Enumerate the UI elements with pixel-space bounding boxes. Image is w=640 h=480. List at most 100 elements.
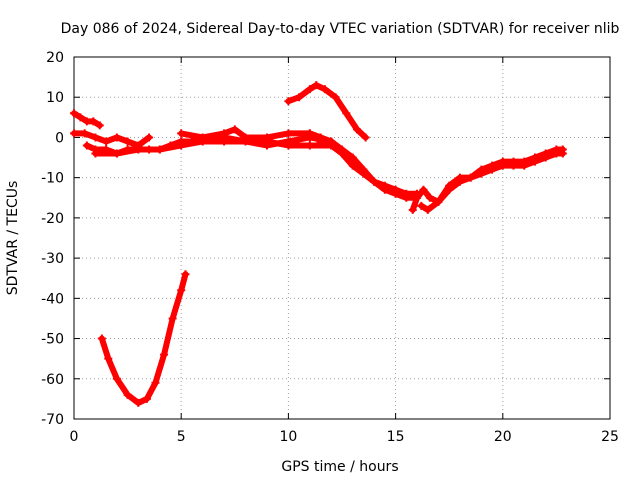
- data-point: [434, 197, 443, 206]
- data-point: [498, 157, 507, 166]
- data-point: [220, 129, 229, 138]
- data-point: [112, 149, 121, 158]
- data-point: [177, 286, 186, 295]
- y-tick-label: -40: [41, 291, 64, 307]
- data-point: [348, 161, 357, 170]
- axis-ticks: 0 5 10 15 20 25 20 10 0 -10 -20 -30 -40 -50 -60 -70: [41, 50, 619, 445]
- data-point: [541, 149, 550, 158]
- y-tick-label: 0: [55, 130, 64, 146]
- data-point: [177, 141, 186, 150]
- x-tick-label: 10: [279, 429, 297, 445]
- data-point: [423, 205, 432, 214]
- data-point: [348, 153, 357, 162]
- x-tick-label: 20: [494, 429, 512, 445]
- data-point: [391, 185, 400, 194]
- data-point: [520, 157, 529, 166]
- series-arc-b: [70, 129, 154, 150]
- series-arc-f: [97, 270, 190, 407]
- data-point: [488, 161, 497, 170]
- series-arc-g: [284, 81, 370, 142]
- y-tick-label: -70: [41, 412, 64, 428]
- data-point: [70, 129, 78, 138]
- data-point: [76, 113, 85, 122]
- series-arc-k: [417, 145, 567, 214]
- data-point: [168, 314, 177, 323]
- data-point: [361, 133, 370, 142]
- y-axis-title: SDTVAR / TECUs: [5, 181, 21, 296]
- y-tick-label: 10: [46, 90, 64, 106]
- series-arc-i: [316, 137, 422, 198]
- data-point: [402, 189, 411, 198]
- data-point: [331, 93, 340, 102]
- data-point: [134, 398, 143, 407]
- data-point: [509, 157, 518, 166]
- plot-frame: [73, 56, 611, 420]
- data-point: [455, 177, 464, 186]
- data-point: [97, 334, 106, 343]
- data-point: [445, 185, 454, 194]
- data-point: [558, 145, 567, 154]
- series-arc-d: [91, 133, 336, 158]
- data-point: [284, 141, 293, 150]
- data-point: [95, 121, 104, 130]
- data-point: [198, 133, 207, 142]
- data-point: [320, 85, 329, 94]
- data-point: [295, 93, 304, 102]
- data-point: [305, 141, 314, 150]
- data-point: [102, 137, 111, 146]
- data-point: [181, 270, 190, 279]
- data-point: [413, 193, 422, 202]
- x-tick-label: 0: [70, 429, 79, 445]
- data-point: [284, 97, 293, 106]
- data-point: [82, 141, 91, 150]
- data-point: [408, 205, 417, 214]
- data-point: [123, 137, 132, 146]
- data-point: [305, 129, 314, 138]
- y-tick-label: -10: [41, 171, 64, 187]
- data-point: [104, 354, 113, 363]
- data-point: [417, 201, 426, 210]
- data-point: [466, 173, 475, 182]
- data-point: [477, 165, 486, 174]
- y-tick-label: 20: [46, 50, 64, 66]
- data-point: [112, 133, 121, 142]
- series-arc-e: [177, 125, 325, 142]
- series-trace: [317, 138, 421, 197]
- data-point: [327, 141, 336, 150]
- data-point: [134, 145, 143, 154]
- data-point: [312, 81, 321, 90]
- data-point: [342, 109, 351, 118]
- data-point: [305, 85, 314, 94]
- data-point: [160, 350, 169, 359]
- data-point: [241, 133, 250, 142]
- data-point: [230, 125, 239, 134]
- y-tick-label: -30: [41, 251, 64, 267]
- x-tick-label: 15: [387, 429, 405, 445]
- data-point: [262, 133, 271, 142]
- grid-lines: [74, 57, 610, 419]
- data-point: [353, 125, 362, 134]
- data-point: [284, 129, 293, 138]
- data-point: [316, 137, 325, 146]
- data-point: [419, 185, 428, 194]
- data-point: [91, 133, 100, 142]
- data-point: [155, 145, 164, 154]
- data-point: [142, 394, 151, 403]
- data-point: [380, 181, 389, 190]
- data-point: [151, 378, 160, 387]
- chart-title: Day 086 of 2024, Sidereal Day-to-day VTE…: [61, 21, 620, 37]
- data-point: [338, 149, 346, 158]
- y-tick-label: -60: [41, 372, 64, 388]
- x-tick-label: 25: [601, 429, 619, 445]
- data-point: [70, 109, 78, 118]
- data-point: [89, 117, 98, 126]
- x-axis-title: GPS time / hours: [281, 459, 398, 475]
- data-point: [370, 177, 379, 186]
- data-series: [70, 81, 567, 407]
- data-point: [425, 193, 434, 202]
- data-point: [80, 129, 89, 138]
- y-tick-label: -20: [41, 211, 64, 227]
- data-point: [145, 133, 154, 142]
- data-point: [177, 129, 186, 138]
